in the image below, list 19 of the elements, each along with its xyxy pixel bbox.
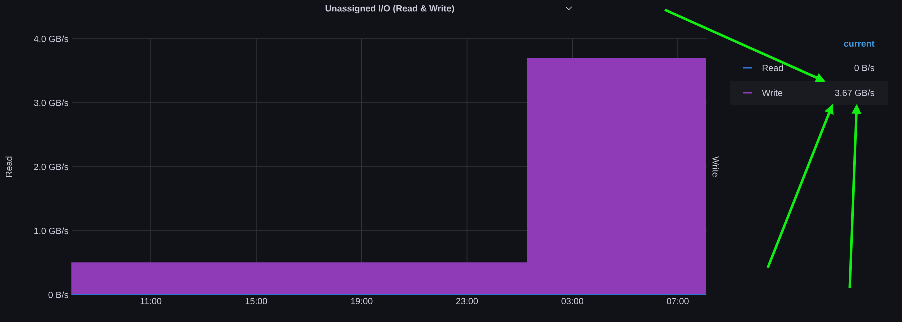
x-tick-label: 07:00	[667, 298, 689, 305]
y-tick-label: 3.0 GB/s	[34, 100, 68, 106]
legend-title: current	[844, 41, 875, 47]
x-tick-label: 19:00	[351, 298, 373, 305]
legend-label: Read	[762, 64, 784, 72]
x-tick-label: 11:00	[140, 298, 162, 305]
legend-label: Write	[762, 90, 783, 96]
x-tick-label: 03:00	[562, 298, 584, 305]
chart-title: Unassigned I/O (Read & Write)	[326, 5, 454, 14]
y-tick-label: 4.0 GB/s	[34, 36, 68, 42]
y-tick-label: 2.0 GB/s	[34, 164, 68, 170]
y-tick-label: 1.0 GB/s	[34, 228, 68, 234]
text: 0 B/s	[854, 64, 874, 72]
y-axis-title: Read	[6, 156, 12, 177]
y-tick-label: 0 B/s	[48, 292, 68, 298]
x-tick-label: 23:00	[456, 298, 478, 305]
y2-axis-title: Write	[712, 156, 720, 177]
text: 3.67 GB/s	[835, 90, 874, 96]
x-tick-label: 15:00	[246, 298, 268, 305]
